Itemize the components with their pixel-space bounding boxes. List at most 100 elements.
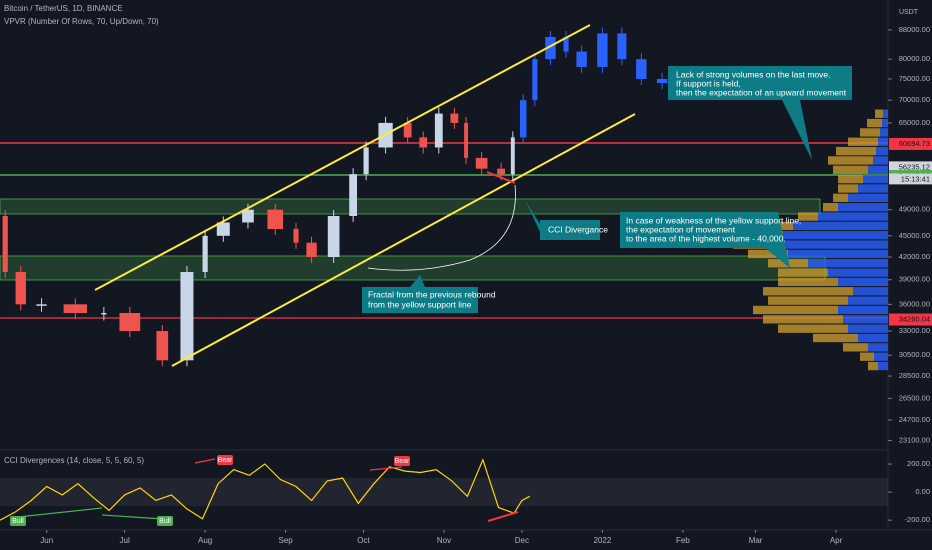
y-tick-label: 88000.00 bbox=[899, 25, 930, 34]
note-text: Fractal from the previous rebound bbox=[368, 289, 496, 299]
price-tag bbox=[889, 313, 932, 326]
candle bbox=[63, 304, 87, 313]
note-volumes bbox=[668, 66, 852, 160]
note-divergence bbox=[525, 200, 600, 240]
candle bbox=[497, 168, 506, 175]
volume-down bbox=[833, 193, 848, 203]
note-weakness bbox=[620, 212, 790, 268]
volume-down bbox=[860, 128, 880, 137]
volume-down bbox=[768, 296, 848, 305]
candle bbox=[267, 209, 284, 230]
note-text: the expectation of movement bbox=[626, 224, 736, 234]
y-tick-label: 70000.00 bbox=[899, 95, 930, 104]
y-tick-label: 75000.00 bbox=[899, 74, 930, 83]
volume-up bbox=[868, 165, 888, 174]
candle bbox=[510, 137, 515, 175]
x-tick-label: Feb bbox=[676, 536, 690, 545]
candle bbox=[202, 235, 208, 272]
candle bbox=[519, 100, 527, 138]
volume-down bbox=[838, 184, 858, 193]
y-tick-label: 45000.00 bbox=[899, 231, 930, 240]
volume-down bbox=[778, 324, 848, 333]
signal-box bbox=[10, 516, 26, 526]
channel-lower bbox=[171, 113, 636, 367]
y-tick-label: 39000.00 bbox=[899, 275, 930, 284]
volume-down bbox=[763, 315, 843, 324]
note-text: then the expectation of an upward moveme… bbox=[676, 87, 847, 97]
volume-zone bbox=[0, 255, 826, 281]
volume-up bbox=[858, 184, 888, 193]
volume-up bbox=[818, 212, 888, 221]
x-tick-label: Dec bbox=[515, 536, 529, 545]
signal-box bbox=[157, 516, 173, 526]
volume-down bbox=[748, 249, 788, 259]
candle bbox=[15, 271, 26, 305]
divergence-line bbox=[486, 171, 516, 184]
channel-upper bbox=[94, 24, 591, 291]
candle bbox=[216, 222, 230, 236]
y-tick-label: 26500.00 bbox=[899, 393, 930, 402]
support-zone bbox=[0, 198, 821, 215]
volume-down bbox=[763, 287, 853, 296]
candle bbox=[475, 157, 488, 169]
volume-down bbox=[836, 146, 876, 156]
note-text: CCI Divergance bbox=[548, 224, 608, 234]
y-tick-label: 23100.00 bbox=[899, 436, 930, 445]
fractal-curve bbox=[367, 184, 516, 271]
y-tick-label: 30500.00 bbox=[899, 350, 930, 359]
volume-up bbox=[878, 361, 888, 371]
candle bbox=[419, 137, 428, 148]
candle bbox=[349, 174, 358, 216]
y-tick-label: -200.00 bbox=[905, 515, 930, 524]
note-text: from the yellow support line bbox=[368, 299, 472, 309]
volume-up bbox=[876, 146, 888, 156]
y-tick-label: 42000.00 bbox=[899, 252, 930, 261]
volume-up bbox=[838, 305, 888, 315]
y-tick-label: 36000.00 bbox=[899, 299, 930, 308]
signal-label: Bull bbox=[159, 518, 171, 525]
symbol-title: Bitcoin / TetherUS, 1D, BINANCE bbox=[4, 4, 123, 13]
indicator-title: VPVR (Number Of Rows, 70, Up/Down, 70) bbox=[4, 17, 159, 26]
candle bbox=[597, 33, 608, 67]
x-tick-label: Nov bbox=[437, 536, 451, 545]
candle bbox=[403, 122, 412, 138]
candle bbox=[545, 36, 556, 60]
volume-down bbox=[828, 156, 873, 165]
y-tick-label: 200.00 bbox=[907, 459, 930, 468]
note-text: to the area of the highest volume - 40,0… bbox=[626, 233, 786, 243]
candle bbox=[464, 122, 469, 158]
price-tag-label: 56235.12 bbox=[899, 162, 930, 171]
signal-box bbox=[217, 455, 233, 465]
price-tag-label: 60694.73 bbox=[899, 139, 930, 148]
volume-down bbox=[860, 352, 874, 361]
x-tick-label: Aug bbox=[198, 536, 212, 545]
volume-up bbox=[848, 193, 888, 203]
candle bbox=[2, 215, 8, 272]
candle bbox=[306, 242, 317, 257]
volume-down bbox=[848, 137, 878, 146]
y-tick-label: 0.00 bbox=[915, 487, 930, 496]
candle bbox=[327, 215, 340, 257]
volume-up bbox=[858, 333, 888, 343]
note-fractal bbox=[362, 275, 478, 313]
volume-up bbox=[778, 240, 888, 249]
candle bbox=[363, 147, 369, 175]
price-tag-label: 34260.04 bbox=[899, 315, 930, 324]
volume-up bbox=[838, 203, 888, 212]
volume-up bbox=[848, 296, 888, 305]
volume-down bbox=[813, 333, 858, 343]
volume-down bbox=[798, 212, 818, 221]
candle bbox=[532, 59, 538, 101]
volume-up bbox=[882, 118, 888, 128]
candle bbox=[180, 271, 194, 361]
y-tick-label: 33000.00 bbox=[899, 326, 930, 335]
bear-divergence bbox=[369, 466, 403, 471]
volume-up bbox=[874, 352, 888, 361]
volume-up bbox=[783, 231, 888, 240]
volume-down bbox=[778, 277, 838, 287]
y-tick-label: 65000.00 bbox=[899, 118, 930, 127]
candle bbox=[636, 59, 647, 79]
candle bbox=[617, 33, 627, 60]
volume-up bbox=[843, 315, 888, 324]
bear-divergence bbox=[194, 458, 216, 464]
